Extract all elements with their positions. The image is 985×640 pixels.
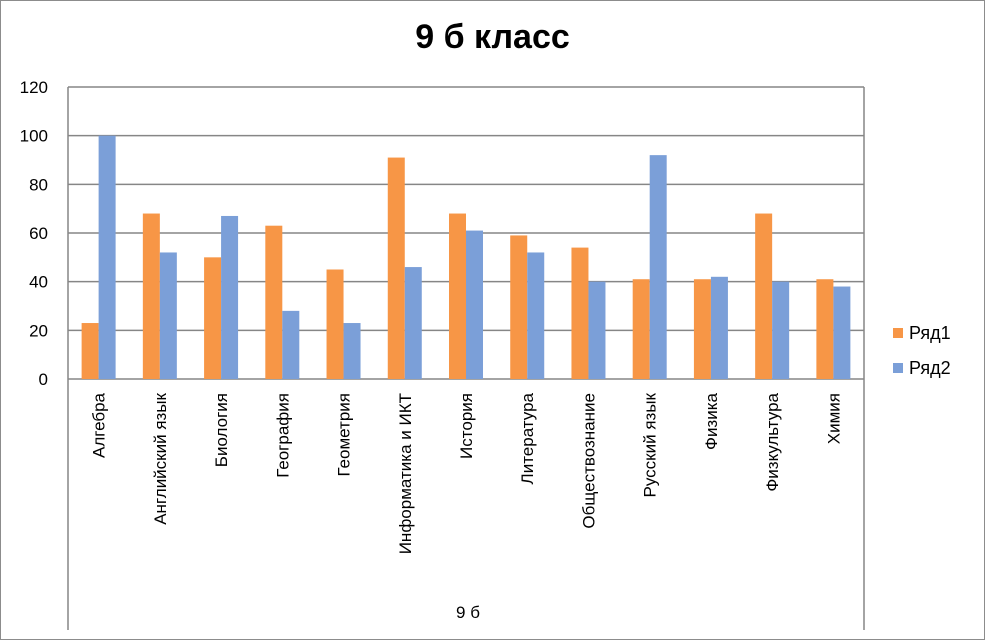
legend-label-Ряд2: Ряд2 (909, 358, 951, 378)
y-tick-label: 20 (29, 321, 48, 340)
category-label: История (457, 393, 476, 459)
legend-swatch-Ряд1 (893, 328, 903, 338)
bar-Ряд2-5 (404, 267, 422, 379)
bar-Ряд2-4 (343, 323, 361, 379)
y-tick-label: 100 (20, 127, 48, 146)
bar-Ряд2-0 (98, 135, 116, 379)
bar-Ряд1-1 (142, 213, 160, 379)
legend-swatch-Ряд2 (893, 363, 903, 373)
category-label: Биология (212, 393, 231, 467)
category-label: Физкультура (763, 392, 782, 491)
bar-Ряд2-9 (649, 155, 667, 379)
y-tick-label: 40 (29, 273, 48, 292)
bar-Ряд1-7 (510, 235, 528, 379)
bar-Ряд1-5 (387, 157, 405, 379)
bar-Ряд2-10 (710, 276, 728, 379)
category-label: Химия (824, 393, 843, 444)
legend-label-Ряд1: Ряд1 (909, 323, 951, 343)
category-label: Обществознание (579, 393, 598, 529)
bar-Ряд2-12 (833, 286, 851, 379)
bar-Ряд2-3 (282, 310, 300, 379)
category-label: Геометрия (335, 393, 354, 477)
bar-Ряд1-0 (81, 323, 99, 379)
bar-Ряд2-8 (588, 281, 606, 379)
bar-Ряд1-10 (693, 279, 711, 379)
category-label: Русский язык (641, 392, 660, 497)
bar-Ряд1-3 (265, 225, 283, 379)
category-label: Физика (702, 392, 721, 450)
bar-Ряд2-1 (159, 252, 177, 379)
category-label: География (273, 393, 292, 478)
y-tick-label: 0 (39, 370, 48, 389)
bar-Ряд1-4 (326, 269, 344, 379)
category-label: Английский язык (151, 392, 170, 524)
category-label: Алгебра (90, 392, 109, 458)
group-label: 9 б (456, 603, 480, 622)
y-tick-label: 120 (20, 78, 48, 97)
bar-Ряд1-6 (449, 213, 466, 379)
bar-Ряд1-2 (204, 257, 222, 379)
category-label: Информатика и ИКТ (396, 393, 415, 554)
bar-Ряд2-11 (772, 281, 790, 379)
bar-Ряд2-2 (221, 215, 239, 379)
bar-Ряд2-6 (466, 230, 483, 379)
bar-Ряд1-8 (571, 247, 589, 379)
y-tick-label: 60 (29, 224, 48, 243)
y-tick-label: 80 (29, 175, 48, 194)
bar-Ряд1-12 (816, 279, 834, 379)
bar-Ряд1-11 (755, 213, 773, 379)
bar-Ряд1-9 (632, 279, 650, 379)
chart-title: 9 б класс (415, 18, 570, 56)
category-label: Литература (518, 392, 537, 484)
bar-Ряд2-7 (527, 252, 545, 379)
